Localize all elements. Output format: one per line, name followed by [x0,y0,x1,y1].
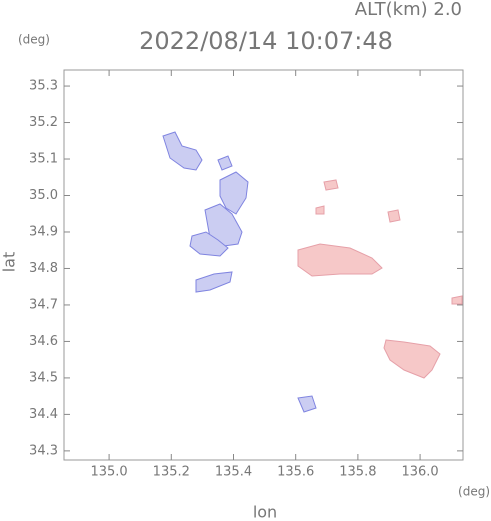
subtitle: ALT(km) 2.0 [355,0,462,20]
y-unit: (deg) [18,33,50,47]
echo-region [217,155,233,171]
x-tick-label: 135.0 [90,465,127,480]
echo-region [297,243,383,277]
echo-region [162,131,203,171]
y-tick-label: 35.2 [29,115,58,130]
y-tick-label: 34.5 [29,370,58,385]
echo-region [383,339,441,379]
echo-region [189,231,229,257]
echo-region [323,179,339,191]
y-tick-label: 35.1 [29,152,58,167]
y-tick-label: 34.9 [29,224,58,239]
y-tick-label: 34.8 [29,261,58,276]
y-tick-label: 35.0 [29,188,58,203]
x-unit: (deg) [458,485,490,499]
echo-region [297,395,317,413]
echo-region [315,205,325,215]
echo-region [387,209,401,223]
echo-region [195,271,233,293]
y-tick-label: 35.3 [29,79,58,94]
y-tick-label: 34.4 [29,407,58,422]
x-label: lon [253,503,277,521]
x-tick-label: 135.6 [277,465,314,480]
plot-frame [63,69,464,461]
x-tick-label: 135.2 [153,465,190,480]
echo-region [451,295,463,305]
y-tick-label: 34.3 [29,443,58,458]
echoes [162,131,463,413]
y-label: lat [0,252,19,273]
x-tick-label: 136.0 [401,465,438,480]
x-tick-label: 135.8 [339,465,376,480]
echo-region [219,171,249,215]
y-tick-label: 34.6 [29,334,58,349]
x-tick-label: 135.4 [215,465,252,480]
chart-title: 2022/08/14 10:07:48 [139,27,393,55]
y-tick-label: 34.7 [29,297,58,312]
